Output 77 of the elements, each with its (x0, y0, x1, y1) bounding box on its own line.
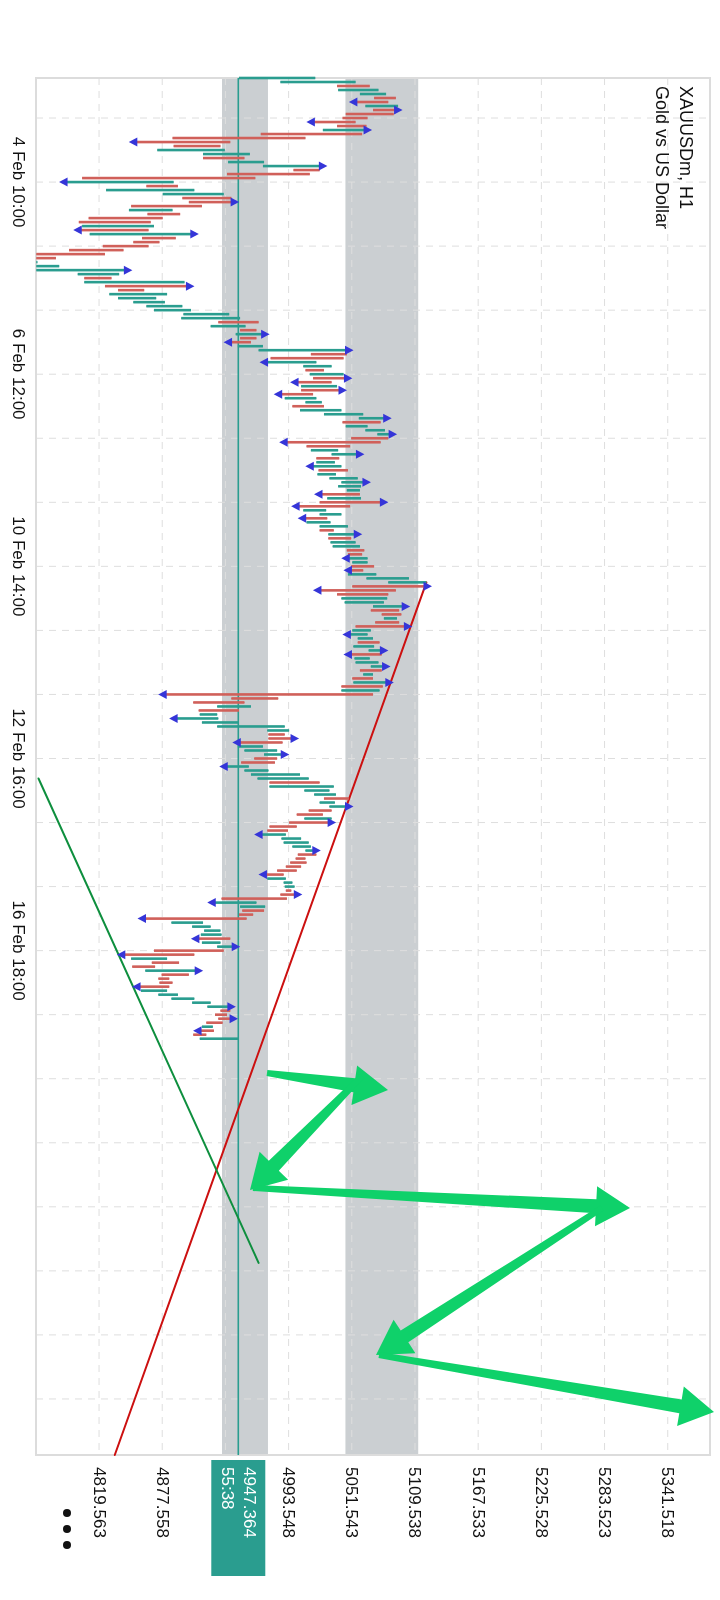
point (190, 229, 199, 239)
point (343, 565, 352, 575)
point (190, 934, 200, 944)
point (382, 661, 391, 671)
point (312, 585, 322, 595)
point (345, 345, 354, 355)
point (318, 161, 328, 171)
point (388, 429, 398, 439)
point (383, 413, 392, 423)
point (355, 449, 365, 459)
y-tick-label: 6 Feb 12:00 (8, 328, 28, 420)
y-tick-label: 12 Feb 16:00 (8, 708, 28, 809)
x-tick-label: 5167.533 (468, 1467, 488, 1538)
x-tick-label: 5109.538 (405, 1467, 425, 1538)
point (314, 489, 323, 499)
point (297, 513, 307, 523)
point (259, 357, 269, 367)
point (273, 389, 283, 399)
point (123, 265, 133, 275)
point (132, 982, 141, 992)
point (379, 645, 389, 655)
point (185, 281, 195, 291)
point (261, 329, 270, 339)
x-tick-label: 4993.548 (279, 1467, 299, 1538)
point (280, 749, 290, 759)
x-tick-label: 4819.563 (89, 1467, 109, 1538)
point (227, 1002, 236, 1012)
point (258, 870, 267, 880)
x-tick-label: 5283.523 (595, 1467, 615, 1538)
point (305, 461, 314, 471)
point (379, 497, 389, 507)
point (169, 713, 178, 723)
point (73, 225, 82, 235)
x-tick-label: 5051.543 (342, 1467, 362, 1538)
point (232, 737, 241, 747)
point (194, 966, 204, 976)
x-tick-label: 4877.558 (152, 1467, 172, 1538)
point (193, 1026, 202, 1036)
text: Gold vs US Dollar (652, 86, 672, 230)
point (338, 385, 347, 395)
y-tick-label: 16 Feb 18:00 (8, 900, 28, 1001)
point (423, 581, 432, 591)
point (219, 762, 228, 771)
point (403, 621, 413, 631)
point (353, 529, 363, 539)
point (207, 898, 216, 908)
point (341, 553, 350, 563)
point (343, 649, 352, 659)
point (394, 105, 403, 115)
point (231, 942, 241, 952)
point (401, 601, 411, 611)
point (137, 914, 147, 924)
y-tick-label: 10 Feb 14:00 (8, 516, 28, 617)
point (254, 830, 263, 840)
point (312, 846, 321, 856)
point (59, 177, 68, 187)
point (158, 689, 167, 699)
point (223, 337, 233, 347)
text: XAUUSDm, H1 (676, 86, 696, 210)
text: 55:38 (217, 1467, 237, 1510)
point (128, 137, 138, 147)
point (343, 373, 353, 383)
y-tick-label: 4 Feb 10:00 (8, 136, 28, 228)
point (306, 117, 315, 127)
point (293, 890, 303, 900)
point (116, 950, 126, 960)
point (385, 677, 394, 687)
x-tick-label: 5341.518 (658, 1467, 678, 1538)
point (229, 1014, 239, 1024)
point (342, 629, 351, 639)
ref-line-label: 4947.364 (239, 1467, 259, 1538)
point (290, 377, 299, 387)
x-tick-label: 5225.528 (531, 1467, 551, 1538)
point (362, 477, 371, 487)
point (345, 802, 354, 812)
point (291, 501, 300, 511)
point (279, 437, 288, 447)
